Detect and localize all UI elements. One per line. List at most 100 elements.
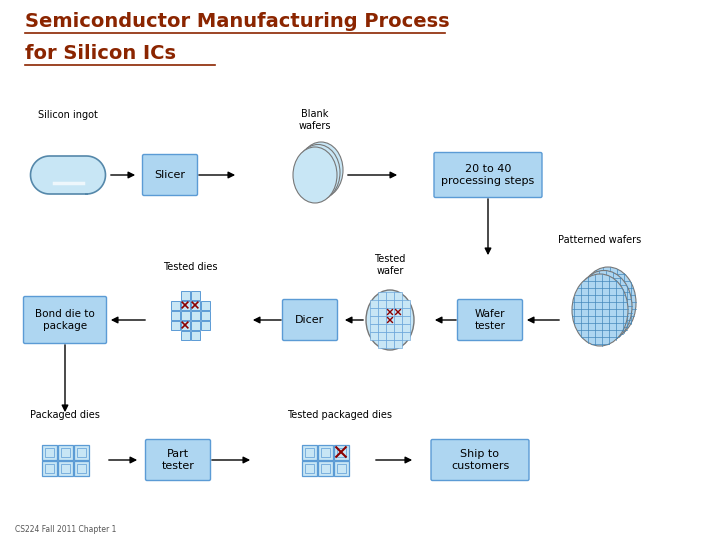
Bar — [318, 461, 333, 476]
Bar — [395, 316, 402, 323]
Bar — [42, 461, 56, 476]
Bar — [336, 448, 346, 456]
Text: Packaged dies: Packaged dies — [30, 410, 100, 420]
Ellipse shape — [572, 274, 628, 346]
FancyBboxPatch shape — [282, 300, 338, 341]
Bar — [387, 300, 394, 308]
Bar — [333, 461, 348, 476]
Bar — [45, 463, 53, 472]
Bar — [191, 291, 199, 300]
Bar — [171, 310, 179, 320]
Bar — [60, 463, 70, 472]
Bar — [76, 448, 86, 456]
Bar — [200, 310, 210, 320]
Bar — [181, 291, 189, 300]
Bar — [370, 333, 377, 340]
Bar — [200, 321, 210, 329]
Bar — [402, 316, 410, 323]
Text: Slicer: Slicer — [155, 170, 186, 180]
Text: Tested
wafer: Tested wafer — [374, 254, 405, 276]
Bar — [402, 333, 410, 340]
Text: Patterned wafers: Patterned wafers — [559, 235, 642, 245]
Bar — [379, 316, 386, 323]
Bar — [305, 448, 313, 456]
FancyBboxPatch shape — [434, 152, 542, 198]
Bar — [181, 300, 189, 309]
Bar — [395, 292, 402, 300]
Text: CS224 Fall 2011 Chapter 1: CS224 Fall 2011 Chapter 1 — [15, 525, 117, 535]
Bar — [387, 292, 394, 300]
Bar — [395, 300, 402, 308]
Text: Ship to
customers: Ship to customers — [451, 449, 509, 471]
Text: Part
tester: Part tester — [161, 449, 194, 471]
Bar — [302, 444, 317, 460]
Bar — [58, 461, 73, 476]
Text: for Silicon ICs: for Silicon ICs — [25, 44, 176, 63]
Bar — [395, 340, 402, 348]
Ellipse shape — [293, 147, 337, 203]
Bar — [379, 308, 386, 315]
Bar — [50, 156, 86, 194]
Text: Dicer: Dicer — [295, 315, 325, 325]
Text: Blank
wafers: Blank wafers — [299, 109, 331, 131]
Bar — [73, 461, 89, 476]
Bar — [379, 292, 386, 300]
Bar — [370, 325, 377, 332]
Ellipse shape — [68, 156, 106, 194]
Bar — [333, 444, 348, 460]
FancyBboxPatch shape — [24, 296, 107, 343]
Bar — [379, 300, 386, 308]
Bar — [181, 321, 189, 329]
Bar — [318, 444, 333, 460]
Bar — [395, 308, 402, 315]
Ellipse shape — [30, 156, 68, 194]
Bar — [387, 340, 394, 348]
Bar — [402, 308, 410, 315]
Bar — [387, 308, 394, 315]
Bar — [200, 300, 210, 309]
Bar — [305, 463, 313, 472]
Text: 20 to 40
processing steps: 20 to 40 processing steps — [441, 164, 535, 186]
Text: Wafer
tester: Wafer tester — [474, 309, 505, 331]
Ellipse shape — [576, 271, 632, 342]
Bar — [45, 448, 53, 456]
Ellipse shape — [580, 267, 636, 339]
Bar — [395, 333, 402, 340]
Bar — [336, 463, 346, 472]
Bar — [370, 300, 377, 308]
Bar — [395, 325, 402, 332]
Bar — [171, 321, 179, 329]
FancyBboxPatch shape — [143, 154, 197, 195]
Bar — [402, 300, 410, 308]
Bar — [370, 308, 377, 315]
Bar — [181, 310, 189, 320]
Bar — [191, 300, 199, 309]
Text: Bond die to
package: Bond die to package — [35, 309, 95, 331]
Bar — [181, 330, 189, 340]
Bar — [370, 316, 377, 323]
Bar — [320, 448, 330, 456]
FancyBboxPatch shape — [431, 440, 529, 481]
Bar — [191, 310, 199, 320]
Text: Tested packaged dies: Tested packaged dies — [287, 410, 392, 420]
Bar — [42, 444, 56, 460]
Bar — [302, 461, 317, 476]
Bar — [402, 325, 410, 332]
Bar — [191, 330, 199, 340]
Text: Silicon ingot: Silicon ingot — [38, 110, 98, 120]
Bar — [387, 333, 394, 340]
Bar — [387, 325, 394, 332]
Bar — [191, 321, 199, 329]
Ellipse shape — [299, 142, 343, 198]
Bar — [379, 325, 386, 332]
Bar — [387, 316, 394, 323]
Ellipse shape — [366, 290, 414, 350]
Bar — [379, 333, 386, 340]
Text: Semiconductor Manufacturing Process: Semiconductor Manufacturing Process — [25, 12, 449, 31]
FancyBboxPatch shape — [457, 300, 523, 341]
Bar — [73, 444, 89, 460]
Bar — [171, 300, 179, 309]
Bar — [58, 444, 73, 460]
Bar — [60, 448, 70, 456]
Text: Tested dies: Tested dies — [163, 262, 217, 272]
